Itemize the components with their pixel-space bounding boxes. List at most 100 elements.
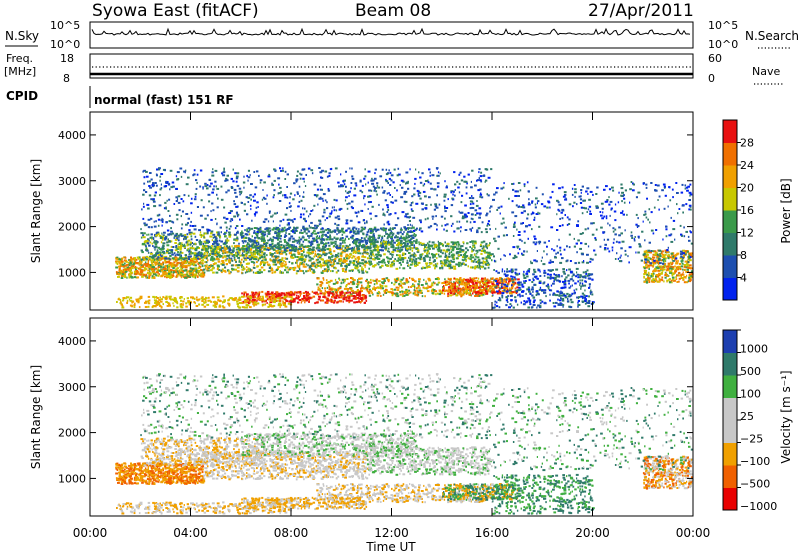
echo-cell <box>278 246 281 249</box>
echo-cell <box>380 295 382 297</box>
echo-cell <box>190 250 192 253</box>
echo-cell <box>303 238 307 241</box>
echo-cell <box>315 291 318 294</box>
echo-cell <box>384 227 388 230</box>
echo-cell <box>309 269 312 272</box>
echo-cell <box>450 259 452 262</box>
echo-cell <box>147 269 150 272</box>
echo-cell <box>161 232 163 235</box>
echo-cell <box>154 261 157 264</box>
echo-cell <box>355 238 359 240</box>
echo-cell <box>287 268 289 271</box>
echo-cell <box>490 277 493 280</box>
echo-cell <box>383 290 386 292</box>
echo-cell <box>344 296 347 299</box>
echo-cell <box>359 262 363 265</box>
echo-cell <box>349 287 353 290</box>
echo-cell <box>346 254 350 257</box>
echo-cell <box>397 244 400 247</box>
echo-cell <box>244 271 247 274</box>
echo-cell <box>227 302 229 305</box>
echo-cell <box>144 301 147 304</box>
echo-cell <box>415 238 418 241</box>
echo-cell <box>456 241 459 244</box>
echo-cell <box>538 288 542 291</box>
echo-cell <box>188 303 191 306</box>
echo-cell <box>262 253 266 256</box>
echo-cell <box>168 275 170 278</box>
echo-cell <box>347 245 350 248</box>
echo-cell <box>237 250 240 253</box>
echo-cell <box>365 280 368 282</box>
echo-cell <box>402 237 406 240</box>
echo-cell <box>116 272 119 275</box>
echo-cell <box>336 289 340 292</box>
echo-cell <box>333 250 336 253</box>
echo-cell <box>201 275 205 278</box>
echo-cell <box>419 257 422 260</box>
echo-cell <box>344 241 346 244</box>
echo-cell <box>228 270 230 273</box>
echo-cell <box>192 232 196 235</box>
echo-cell <box>329 250 332 253</box>
echo-cell <box>136 262 139 264</box>
echo-cell <box>389 241 391 244</box>
echo-cell <box>370 236 373 239</box>
echo-cell <box>414 287 416 289</box>
echo-cell <box>386 237 389 240</box>
echo-cell <box>253 293 256 296</box>
echo-cell <box>334 291 338 293</box>
echo-cell <box>475 291 478 294</box>
echo-cell <box>362 287 366 290</box>
echo-cell <box>284 240 287 243</box>
echo-cell <box>234 298 237 301</box>
echo-cell <box>256 265 259 268</box>
echo-cell <box>591 293 594 296</box>
echo-cell <box>371 251 374 254</box>
echo-cell <box>355 261 359 263</box>
echo-cell <box>585 295 588 298</box>
echo-cell <box>306 293 310 296</box>
echo-cell <box>455 263 458 266</box>
echo-cell <box>455 294 458 297</box>
echo-cell <box>477 250 479 253</box>
echo-cell <box>212 304 215 307</box>
echo-cell <box>147 265 150 268</box>
echo-cell <box>260 237 263 240</box>
echo-cell <box>191 245 194 248</box>
echo-cell <box>483 287 486 290</box>
echo-cell <box>173 298 177 300</box>
echo-cell <box>277 237 280 240</box>
echo-cell <box>406 281 409 284</box>
echo-cell <box>579 279 581 282</box>
echo-cell <box>473 277 476 280</box>
echo-cell <box>352 289 355 292</box>
echo-cell <box>236 236 239 239</box>
echo-cell <box>399 231 402 234</box>
echo-cell <box>356 231 359 234</box>
echo-cell <box>162 261 165 264</box>
echo-cell <box>293 240 296 243</box>
echo-cell <box>418 289 421 292</box>
cpid-value: normal (fast) 151 RF <box>94 93 234 107</box>
echo-cell <box>323 292 325 295</box>
echo-cell <box>416 289 418 292</box>
echo-cell <box>212 271 215 274</box>
echo-cell <box>157 269 161 272</box>
echo-cell <box>134 265 137 268</box>
echo-cell <box>404 244 408 247</box>
echo-cell <box>276 231 280 234</box>
echo-cell <box>453 267 457 270</box>
echo-cell <box>484 251 487 254</box>
echo-cell <box>517 281 520 284</box>
echo-cell <box>184 234 187 236</box>
echo-cell <box>531 306 534 309</box>
echo-cell <box>301 232 304 234</box>
noise-right-tick-bottom: 10^0 <box>708 38 738 51</box>
echo-cell <box>447 278 451 281</box>
echo-cell <box>195 274 198 277</box>
echo-cell <box>197 262 199 265</box>
echo-cell <box>545 295 547 298</box>
echo-cell <box>288 246 290 249</box>
echo-cell <box>180 254 182 257</box>
